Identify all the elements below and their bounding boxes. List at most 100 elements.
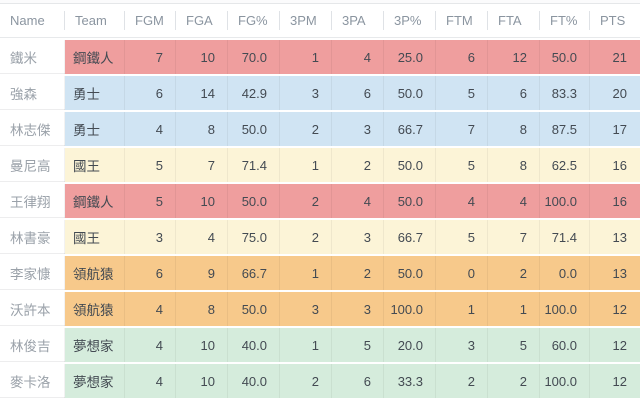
stat-cell-ftp: 100.0 <box>540 182 590 218</box>
team-cell: 領航猿 <box>65 254 125 290</box>
table-top-edge <box>0 0 640 4</box>
stat-cell-ftp: 83.3 <box>540 74 590 110</box>
stat-cell-fgp: 50.0 <box>228 290 280 326</box>
stat-cell-ftm: 1 <box>436 290 488 326</box>
stat-cell-tpa: 3 <box>332 218 384 254</box>
table-row: 強森 勇士 6 14 42.9 3 6 50.0 5 6 83.3 20 <box>0 74 640 110</box>
header-cell-tpp[interactable]: 3P% <box>384 4 436 38</box>
stat-cell-fta: 2 <box>488 362 540 398</box>
stat-cell-tpa: 2 <box>332 254 384 290</box>
stat-cell-fgp: 40.0 <box>228 362 280 398</box>
stat-cell-pts: 17 <box>590 110 640 146</box>
stat-cell-pts: 12 <box>590 326 640 362</box>
stat-cell-pts: 20 <box>590 74 640 110</box>
player-name-cell: 強森 <box>0 74 65 110</box>
header-cell-fta[interactable]: FTA <box>488 4 540 38</box>
table-row: 林志傑 勇士 4 8 50.0 2 3 66.7 7 8 87.5 17 <box>0 110 640 146</box>
stat-cell-fgp: 50.0 <box>228 110 280 146</box>
stat-cell-ftp: 60.0 <box>540 326 590 362</box>
header-cell-team[interactable]: Team <box>65 4 125 38</box>
player-name-cell: 鐵米 <box>0 38 65 74</box>
header-cell-pts[interactable]: PTS <box>590 4 640 38</box>
stat-cell-tpp: 50.0 <box>384 146 436 182</box>
stat-cell-fga: 10 <box>176 326 228 362</box>
header-cell-ftp[interactable]: FT% <box>540 4 590 38</box>
stat-cell-tpm: 3 <box>280 290 332 326</box>
stat-cell-tpp: 33.3 <box>384 362 436 398</box>
stat-cell-fta: 5 <box>488 326 540 362</box>
header-cell-fgm[interactable]: FGM <box>125 4 176 38</box>
stat-cell-ftm: 2 <box>436 362 488 398</box>
header-row: Name Team FGM FGA FG% 3PM 3PA 3P% FTM FTA FT% PTS <box>0 4 640 38</box>
stat-cell-fga: 10 <box>176 38 228 74</box>
team-cell: 夢想家 <box>65 326 125 362</box>
team-cell: 國王 <box>65 218 125 254</box>
stat-cell-tpp: 66.7 <box>384 218 436 254</box>
stat-cell-tpm: 1 <box>280 146 332 182</box>
team-cell: 勇士 <box>65 74 125 110</box>
team-cell: 勇士 <box>65 110 125 146</box>
stat-cell-pts: 16 <box>590 182 640 218</box>
stat-cell-fga: 7 <box>176 146 228 182</box>
stat-cell-ftp: 50.0 <box>540 38 590 74</box>
stat-cell-pts: 13 <box>590 218 640 254</box>
stat-cell-tpa: 6 <box>332 74 384 110</box>
player-name-cell: 王律翔 <box>0 182 65 218</box>
stat-cell-tpp: 100.0 <box>384 290 436 326</box>
player-name-cell: 林書豪 <box>0 218 65 254</box>
stat-cell-ftm: 6 <box>436 38 488 74</box>
stat-cell-fga: 4 <box>176 218 228 254</box>
stat-cell-tpp: 50.0 <box>384 182 436 218</box>
header-cell-fgp[interactable]: FG% <box>228 4 280 38</box>
team-cell: 領航猿 <box>65 290 125 326</box>
header-cell-name[interactable]: Name <box>0 4 65 38</box>
stat-cell-fgp: 70.0 <box>228 38 280 74</box>
stat-cell-tpm: 2 <box>280 362 332 398</box>
stat-cell-ftp: 87.5 <box>540 110 590 146</box>
player-name-cell: 沃許本 <box>0 290 65 326</box>
stat-cell-tpa: 3 <box>332 290 384 326</box>
stat-cell-tpm: 1 <box>280 38 332 74</box>
header-cell-tpm[interactable]: 3PM <box>280 4 332 38</box>
team-cell: 鋼鐵人 <box>65 182 125 218</box>
stats-table-body: 鐵米 鋼鐵人 7 10 70.0 1 4 25.0 6 12 50.0 21 強森 勇士 6 14 42.9 3 6… <box>0 38 640 398</box>
stat-cell-pts: 12 <box>590 290 640 326</box>
header-cell-tpa[interactable]: 3PA <box>332 4 384 38</box>
stat-cell-pts: 21 <box>590 38 640 74</box>
table-row: 林書豪 國王 3 4 75.0 2 3 66.7 5 7 71.4 13 <box>0 218 640 254</box>
stat-cell-fga: 8 <box>176 290 228 326</box>
table-row: 麥卡洛 夢想家 4 10 40.0 2 6 33.3 2 2 100.0 12 <box>0 362 640 398</box>
stat-cell-fgm: 4 <box>125 326 176 362</box>
stat-cell-ftp: 0.0 <box>540 254 590 290</box>
stat-cell-fta: 1 <box>488 290 540 326</box>
team-cell: 國王 <box>65 146 125 182</box>
stat-cell-fgp: 71.4 <box>228 146 280 182</box>
table-row: 鐵米 鋼鐵人 7 10 70.0 1 4 25.0 6 12 50.0 21 <box>0 38 640 74</box>
stat-cell-fgp: 50.0 <box>228 182 280 218</box>
player-name-cell: 林俊吉 <box>0 326 65 362</box>
table-row: 林俊吉 夢想家 4 10 40.0 1 5 20.0 3 5 60.0 12 <box>0 326 640 362</box>
stat-cell-ftm: 3 <box>436 326 488 362</box>
stat-cell-ftm: 5 <box>436 218 488 254</box>
stat-cell-pts: 13 <box>590 254 640 290</box>
stat-cell-fgp: 66.7 <box>228 254 280 290</box>
stat-cell-fga: 10 <box>176 182 228 218</box>
stat-cell-fgm: 3 <box>125 218 176 254</box>
stat-cell-fgm: 4 <box>125 110 176 146</box>
stat-cell-fga: 8 <box>176 110 228 146</box>
header-cell-fga[interactable]: FGA <box>176 4 228 38</box>
stat-cell-fta: 12 <box>488 38 540 74</box>
stat-cell-tpp: 50.0 <box>384 74 436 110</box>
stat-cell-fta: 6 <box>488 74 540 110</box>
player-name-cell: 林志傑 <box>0 110 65 146</box>
stat-cell-ftm: 5 <box>436 74 488 110</box>
stat-cell-fgm: 4 <box>125 362 176 398</box>
stat-cell-tpm: 1 <box>280 326 332 362</box>
stat-cell-tpa: 5 <box>332 326 384 362</box>
table-row: 沃許本 領航猿 4 8 50.0 3 3 100.0 1 1 100.0 12 <box>0 290 640 326</box>
header-cell-ftm[interactable]: FTM <box>436 4 488 38</box>
stat-cell-fta: 7 <box>488 218 540 254</box>
stat-cell-fga: 9 <box>176 254 228 290</box>
stat-cell-ftm: 4 <box>436 182 488 218</box>
stat-cell-tpp: 66.7 <box>384 110 436 146</box>
